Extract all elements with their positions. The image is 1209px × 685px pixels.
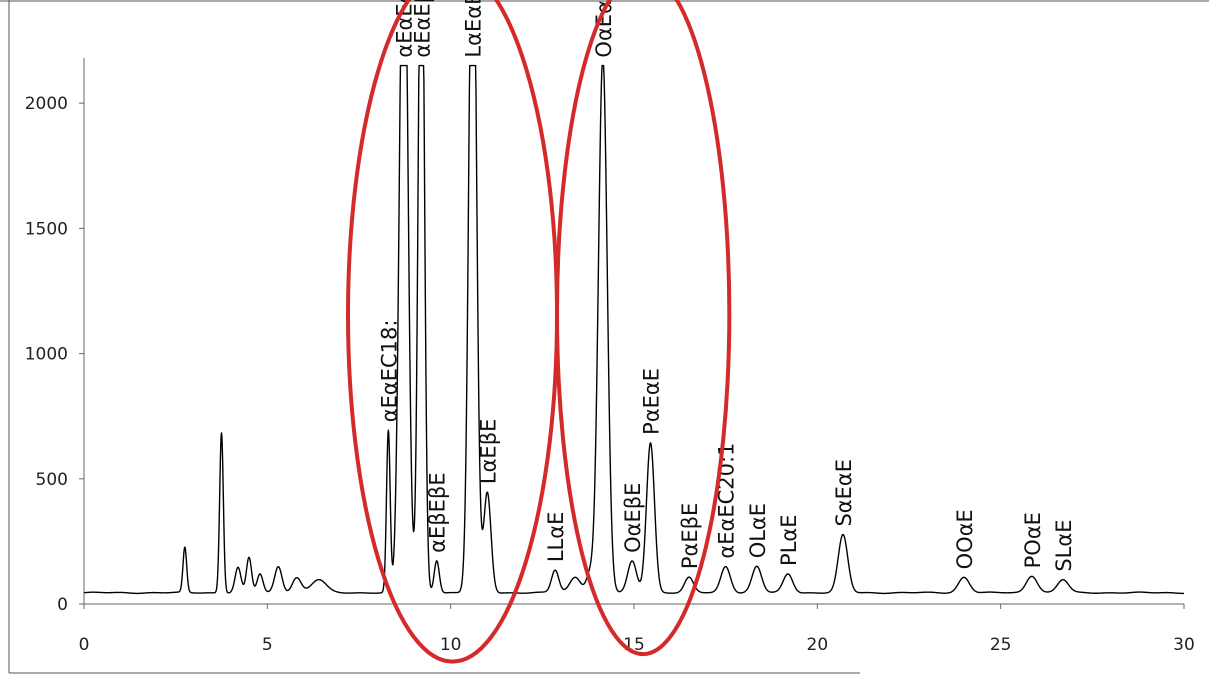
peak-label: αEαEC18:	[377, 320, 401, 423]
x-tick-label: 0	[79, 635, 90, 655]
peak-label: αEβEβE	[426, 472, 450, 552]
peak-label: PαEαE	[640, 368, 664, 435]
x-tick-label: 10	[440, 635, 462, 655]
peak-labels: αEαEC18:αEαEαEαEαEβEαEβEβELαEαELαEβELLαE…	[377, 0, 1076, 572]
y-tick-label: 0	[57, 595, 68, 615]
y-tick-label: 1500	[25, 219, 68, 239]
x-tick-label: 5	[262, 635, 273, 655]
peak-label: αEαEC20:1	[715, 443, 739, 559]
peak-label: OOαE	[953, 509, 977, 569]
peak-label: LαEαE	[462, 0, 486, 58]
peak-label: OLαE	[746, 503, 770, 558]
peak-label: OαEβE	[621, 483, 645, 553]
y-tick-label: 500	[36, 470, 68, 490]
peak-label: PαEβE	[678, 503, 702, 569]
x-tick-label: 20	[807, 635, 829, 655]
highlight-ellipse-2	[555, 0, 732, 656]
peak-label: SLαE	[1052, 520, 1076, 572]
peak-label: αEαEβE	[410, 0, 434, 58]
peak-label: LLαE	[544, 512, 568, 563]
y-tick-label: 2000	[25, 94, 68, 114]
chromatogram-trace	[83, 64, 1185, 595]
peak-label: PLαE	[777, 514, 801, 565]
peak-label: LαEβE	[476, 419, 500, 484]
y-tick-label: 1000	[25, 345, 68, 365]
x-tick-label: 25	[990, 635, 1012, 655]
x-tick-label: 30	[1173, 635, 1195, 655]
highlight-ellipses	[346, 0, 732, 664]
peak-label: POαE	[1021, 512, 1045, 568]
peak-label: SαEαE	[832, 459, 856, 527]
